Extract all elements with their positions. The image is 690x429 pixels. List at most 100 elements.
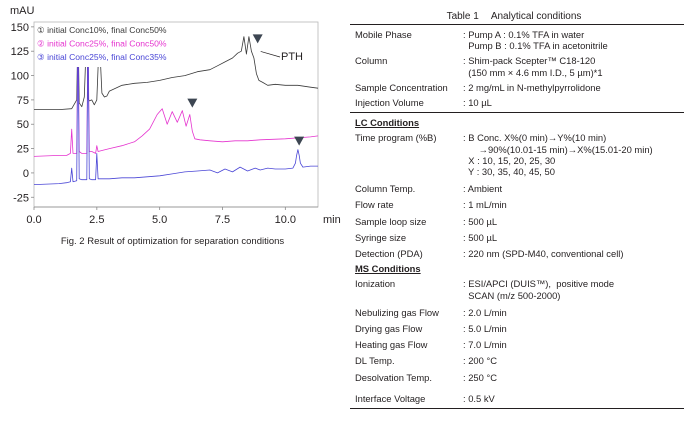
- row-label: Drying gas Flow: [355, 323, 423, 335]
- row-label: Syringe size: [355, 231, 407, 243]
- row-value-line: : 250 °C: [463, 371, 497, 383]
- table-row: Sample Concentration : 2 mg/mL in N-methy…: [350, 82, 684, 93]
- table-row: Injection Volume : 10 µL: [350, 97, 684, 108]
- row-value: : 7.0 L/min: [463, 339, 684, 350]
- row-value: : Pump A : 0.1% TFA in water Pump B : 0.…: [463, 29, 684, 51]
- chromatogram-figure: 150 125 100 75 50 25 0 -25 0.0 2.5 5.0 7.5 10.0 mAU mi…: [0, 0, 345, 250]
- lc-rows: Time program (%B) : B Conc. X%(0 min)→Y%(…: [350, 132, 684, 259]
- table-number: Table 1: [446, 11, 479, 22]
- row-value-line: Pump B : 0.1% TFA in acetonitrile: [463, 40, 608, 52]
- row-label: Desolvation Temp.: [355, 371, 432, 383]
- y-tick-label: 100: [11, 71, 29, 83]
- figure-caption: Fig. 2 Result of optimization for separa…: [60, 236, 285, 247]
- section-ms-conditions: MS Conditions: [355, 263, 421, 275]
- table-row: Nebulizing gas Flow : 2.0 L/min: [350, 307, 684, 318]
- row-value-line: : 1 mL/min: [463, 199, 507, 211]
- table-row: Drying gas Flow : 5.0 L/min: [350, 323, 684, 334]
- row-value-line: Y : 30, 35, 40, 45, 50: [463, 166, 555, 178]
- legend-entry-1: ① initial Conc10%, final Conc50%: [37, 25, 167, 35]
- row-label: Sample Concentration: [355, 81, 448, 93]
- legend-label: initial Conc25%, final Conc35%: [47, 52, 167, 62]
- section-lc-conditions: LC Conditions: [355, 117, 420, 129]
- row-value: : 200 °C: [463, 355, 684, 366]
- row-value-line: : Ambient: [463, 183, 503, 195]
- table-row: Ionization : ESI/APCI (DUIS™), positive m…: [350, 278, 684, 300]
- row-label: Time program (%B): [355, 132, 437, 144]
- row-value: : 2 mg/mL in N-methylpyrrolidone: [463, 82, 684, 93]
- legend-entry-2: ② initial Conc25%, final Conc50%: [37, 39, 167, 49]
- row-value-line: : 7.0 L/min: [463, 339, 507, 351]
- row-value: : 5.0 L/min: [463, 323, 684, 334]
- y-tick-label: 150: [11, 22, 29, 34]
- analytical-conditions-table: Table 1 Analytical conditions Mobile Phas…: [350, 10, 684, 410]
- y-tick-label: -25: [13, 192, 29, 204]
- row-value: : Shim-pack Scepter™ C18-120 (150 mm × 4…: [463, 55, 684, 77]
- row-label: Ionization: [355, 278, 396, 290]
- x-tick-label: 7.5: [215, 214, 230, 226]
- table-row: Column : Shim-pack Scepter™ C18-120 (150 …: [350, 55, 684, 77]
- legend-label: initial Conc10%, final Conc50%: [47, 25, 167, 35]
- row-label: Sample loop size: [355, 215, 427, 227]
- ms-rows: Ionization : ESI/APCI (DUIS™), positive m…: [350, 278, 684, 404]
- row-value: : B Conc. X%(0 min)→Y%(10 min) →90%(10.0…: [463, 132, 684, 177]
- row-value: : 2.0 L/min: [463, 307, 684, 318]
- row-value: : 500 µL: [463, 216, 684, 227]
- table-row: Desolvation Temp. : 250 °C: [350, 372, 684, 383]
- table-row: Mobile Phase : Pump A : 0.1% TFA in water…: [350, 29, 684, 51]
- row-value-line: : Pump A : 0.1% TFA in water: [463, 29, 585, 40]
- series-line-3: [34, 26, 318, 185]
- row-label: Mobile Phase: [355, 29, 412, 40]
- row-value: : 0.5 kV: [463, 393, 684, 404]
- table-row: Sample loop size : 500 µL: [350, 216, 684, 227]
- row-value-line: : B Conc. X%(0 min)→Y%(10 min): [463, 132, 607, 144]
- y-axis-label: mAU: [10, 5, 35, 17]
- row-label: Interface Voltage: [355, 392, 426, 404]
- annotation-leader: [260, 51, 281, 58]
- table-row: Column Temp.: Ambient: [350, 183, 684, 194]
- row-value: : Ambient: [463, 183, 684, 194]
- table-row: Detection (PDA) : 220 nm (SPD-M40, conven…: [350, 248, 684, 259]
- row-value: : 250 °C: [463, 372, 684, 383]
- peak-marker-1: [252, 34, 263, 44]
- row-value: : 10 µL: [463, 97, 684, 108]
- table-title: Table 1 Analytical conditions: [344, 10, 684, 24]
- row-value-line: : 220 nm (SPD-M40, conventional cell): [463, 248, 624, 260]
- y-tick-label: 25: [17, 144, 29, 156]
- table-row: Time program (%B) : B Conc. X%(0 min)→Y%(…: [350, 132, 684, 177]
- y-tick-label: 125: [11, 46, 29, 58]
- row-value-line: : 10 µL: [463, 97, 492, 109]
- legend-box: [35, 23, 193, 67]
- x-tick-label: 10.0: [275, 214, 296, 226]
- row-label: Heating gas Flow: [355, 339, 428, 351]
- legend-marker: ①: [37, 25, 47, 35]
- table-divider: [350, 112, 684, 114]
- table-row: Syringe size : 500 µL: [350, 232, 684, 243]
- row-label: Column: [355, 55, 388, 67]
- legend-label: initial Conc25%, final Conc50%: [47, 39, 167, 49]
- peak-marker-2: [187, 98, 198, 108]
- row-value-line: X : 10, 15, 20, 25, 30: [463, 154, 556, 166]
- row-value-line: (150 mm × 4.6 mm I.D., 5 µm)*1: [463, 66, 603, 78]
- row-value: : 500 µL: [463, 232, 684, 243]
- row-value-line: : 2 mg/mL in N-methylpyrrolidone: [463, 81, 601, 93]
- row-value-line: : 500 µL: [463, 231, 498, 243]
- series-line-1: [34, 26, 318, 110]
- table-top-rule: [350, 24, 684, 25]
- row-label: Injection Volume: [355, 97, 424, 109]
- peak-marker-3: [294, 136, 305, 146]
- annotation-pth: PTH: [281, 51, 303, 63]
- row-label: Flow rate: [355, 199, 394, 211]
- row-value: : 220 nm (SPD-M40, conventional cell): [463, 248, 684, 259]
- y-tick-label: 50: [17, 119, 29, 131]
- table-title-text: Analytical conditions: [490, 11, 582, 22]
- row-label: Nebulizing gas Flow: [355, 306, 439, 318]
- row-value-line: : 2.0 L/min: [463, 306, 507, 318]
- row-value-line: : 200 °C: [463, 355, 497, 367]
- table-row: DL Temp.: 200 °C: [350, 355, 684, 366]
- row-label: Detection (PDA): [355, 248, 423, 260]
- row-value-line: : 500 µL: [463, 215, 498, 227]
- x-axis-label: min: [323, 214, 341, 226]
- y-tick-label: 0: [23, 168, 29, 180]
- row-value-line: : ESI/APCI (DUIS™), positive mode: [463, 278, 615, 290]
- row-value-line: : 0.5 kV: [463, 392, 495, 404]
